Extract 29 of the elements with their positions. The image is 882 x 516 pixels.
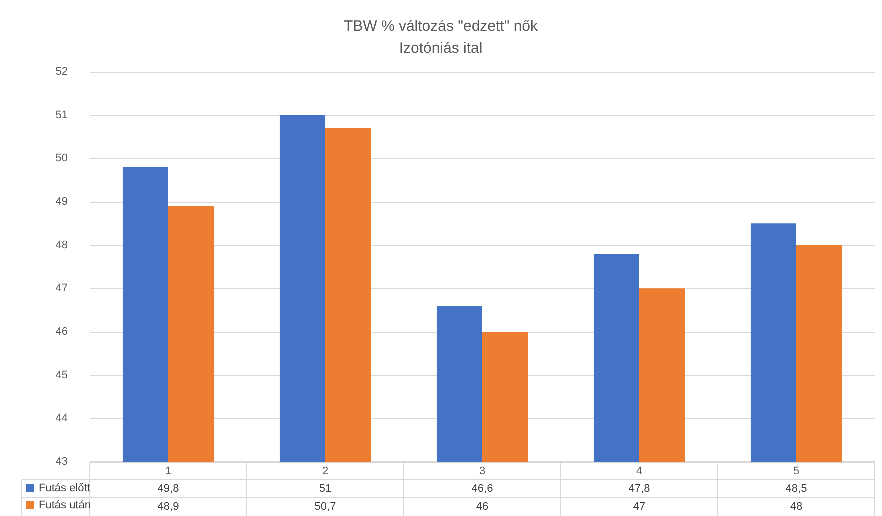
data-label: 48 bbox=[790, 501, 803, 513]
x-tick-label: 2 bbox=[322, 466, 329, 478]
legend-label: Futás előtt bbox=[39, 482, 90, 494]
data-label: 49,8 bbox=[158, 483, 180, 495]
y-tick-label: 50 bbox=[56, 152, 68, 165]
y-tick-label: 49 bbox=[56, 196, 68, 208]
y-tick-label: 46 bbox=[56, 326, 68, 338]
data-label: 50,7 bbox=[314, 501, 336, 513]
data-label: 47 bbox=[633, 501, 646, 513]
y-tick-label: 43 bbox=[56, 456, 68, 468]
data-label: 47,8 bbox=[628, 483, 650, 495]
chart-subtitle: Izotóniás ital bbox=[399, 40, 483, 57]
legend-label: Futás után bbox=[39, 500, 91, 512]
y-tick-label: 48 bbox=[56, 239, 68, 252]
data-label: 51 bbox=[319, 483, 332, 495]
data-label: 48,9 bbox=[158, 501, 180, 513]
chart-title: TBW % változás "edzett" nők bbox=[344, 18, 539, 35]
x-tick-label: 3 bbox=[479, 466, 486, 478]
y-tick-label: 44 bbox=[56, 412, 68, 425]
y-tick-label: 52 bbox=[56, 66, 68, 78]
x-tick-label: 5 bbox=[793, 466, 800, 478]
y-tick-label: 47 bbox=[56, 282, 68, 295]
data-label: 48,5 bbox=[786, 483, 808, 495]
y-tick-label: 45 bbox=[56, 369, 68, 382]
data-label: 46,6 bbox=[472, 483, 494, 495]
x-tick-label: 4 bbox=[636, 466, 643, 478]
x-tick-label: 1 bbox=[165, 466, 172, 478]
y-tick-label: 51 bbox=[56, 109, 68, 122]
data-label: 46 bbox=[476, 501, 489, 513]
